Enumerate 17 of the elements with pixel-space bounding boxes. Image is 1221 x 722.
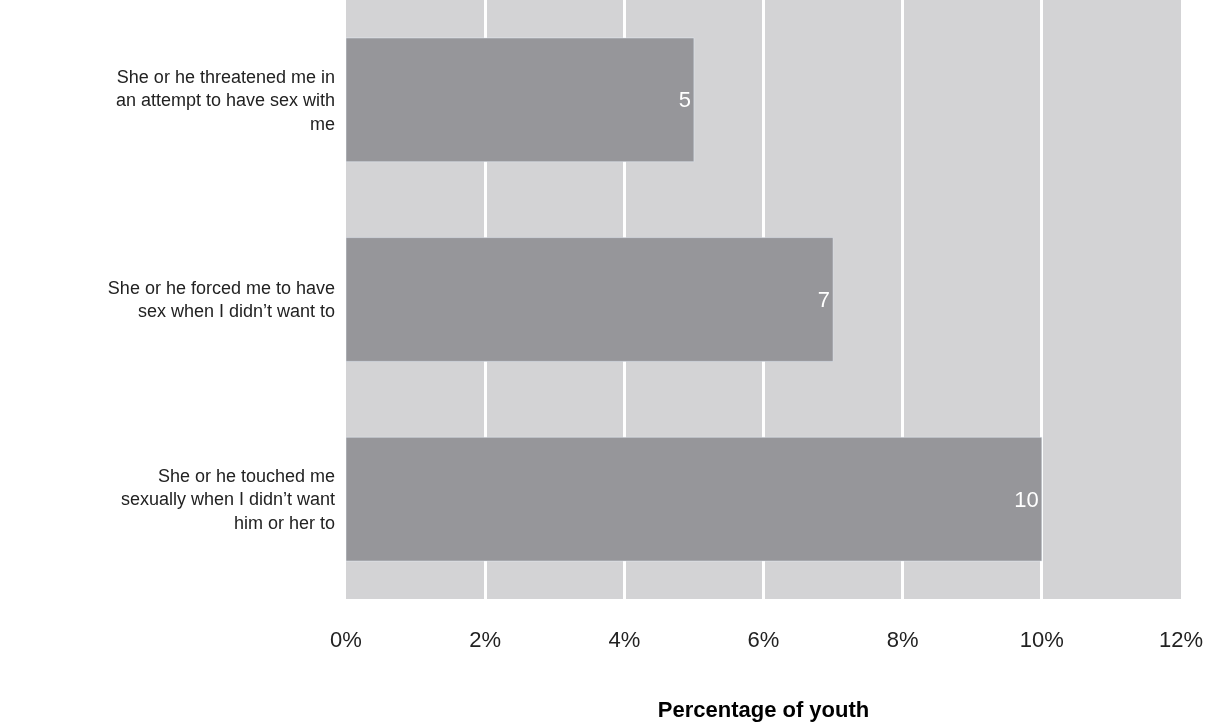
y-tick-label: She or he threatened me in an attempt to have sex with me bbox=[115, 66, 335, 134]
x-tick-label: 12% bbox=[1158, 627, 1204, 652]
x-tick-label: 0% bbox=[330, 627, 362, 652]
x-tick-label: 2% bbox=[469, 627, 502, 652]
x-tick-label: 8% bbox=[886, 627, 919, 652]
x-tick-label: 6% bbox=[747, 627, 780, 652]
y-tick-label: She or he touched me sexually when I didn’t want him or her to bbox=[120, 466, 335, 533]
bar bbox=[346, 237, 834, 362]
data-label: 7 bbox=[817, 287, 831, 312]
bar bbox=[346, 37, 695, 162]
x-tick-label: 4% bbox=[608, 627, 641, 652]
data-label: 5 bbox=[678, 87, 691, 113]
y-tick-label: She or he forced me to have sex when I didn’t want to bbox=[107, 278, 335, 322]
x-axis-title: Percentage of youth bbox=[657, 697, 870, 722]
bar bbox=[346, 437, 1043, 562]
data-label: 10 bbox=[1014, 486, 1039, 512]
x-tick-label: 10% bbox=[1019, 627, 1064, 652]
